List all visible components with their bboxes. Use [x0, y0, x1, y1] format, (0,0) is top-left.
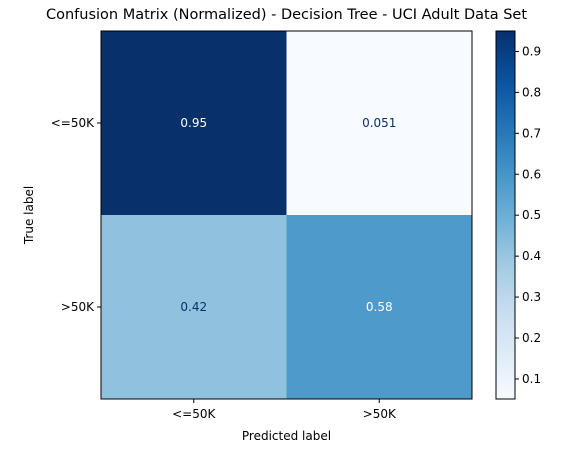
heatmap-cell: [286, 31, 472, 215]
colorbar-tick-label: 0.6: [522, 167, 541, 181]
colorbar-tick-label: 0.5: [522, 208, 541, 222]
colorbar-tick-label: 0.4: [522, 249, 541, 263]
colorbar-tick-label: 0.3: [522, 290, 541, 304]
heatmap-cell: [101, 31, 287, 215]
heatmap-cell: [286, 215, 472, 399]
y-tick-label: >50K: [61, 300, 95, 314]
cell-value-label: 0.42: [180, 300, 207, 314]
heatmap-cell: [101, 215, 287, 399]
plot-frame: [100, 30, 473, 400]
y-axis-label: True label: [22, 186, 36, 245]
colorbar-tick-label: 0.8: [522, 85, 541, 99]
colorbar-tick-label: 0.9: [522, 44, 541, 58]
colorbar-tick-label: 0.1: [522, 372, 541, 386]
cell-value-label: 0.95: [180, 116, 207, 130]
chart-title: Confusion Matrix (Normalized) - Decision…: [46, 7, 527, 23]
colorbar-tick-label: 0.2: [522, 331, 541, 345]
x-tick-label: <=50K: [172, 407, 216, 421]
colorbar: [495, 30, 516, 400]
x-axis-label: Predicted label: [242, 429, 331, 443]
colorbar-tick-label: 0.7: [522, 126, 541, 140]
y-tick-label: <=50K: [51, 116, 95, 130]
cell-value-label: 0.58: [366, 300, 393, 314]
cell-value-label: 0.051: [362, 116, 396, 130]
x-tick-label: >50K: [363, 407, 397, 421]
